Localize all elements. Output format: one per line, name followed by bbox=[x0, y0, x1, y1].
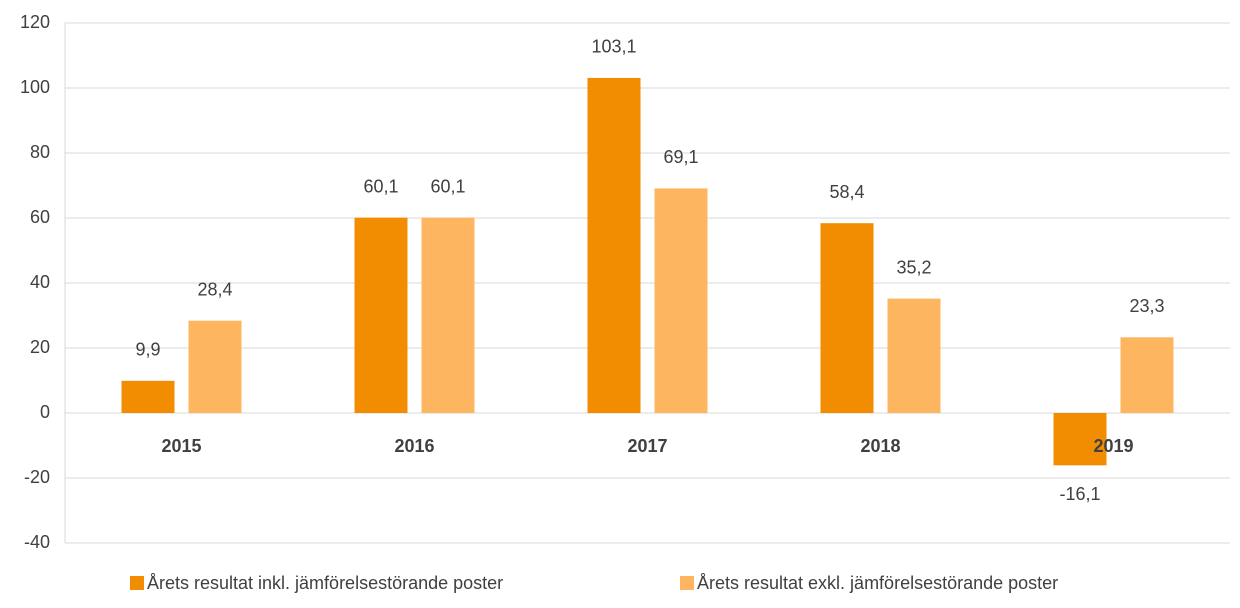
data-label: 35,2 bbox=[896, 257, 931, 277]
x-tick-label: 2018 bbox=[860, 436, 900, 456]
data-label: -16,1 bbox=[1059, 484, 1100, 504]
x-tick-label: 2015 bbox=[161, 436, 201, 456]
legend-label: Årets resultat exkl. jämförelsestörande … bbox=[697, 573, 1058, 593]
data-label: 28,4 bbox=[197, 279, 232, 299]
x-tick-label: 2019 bbox=[1093, 436, 1133, 456]
bar bbox=[587, 77, 641, 414]
y-tick-label: 100 bbox=[20, 77, 50, 97]
y-tick-label: 40 bbox=[30, 272, 50, 292]
y-tick-label: 80 bbox=[30, 142, 50, 162]
bar bbox=[354, 217, 408, 413]
bar bbox=[421, 217, 475, 413]
data-label: 60,1 bbox=[363, 176, 398, 196]
y-tick-label: -20 bbox=[24, 467, 50, 487]
x-tick-label: 2016 bbox=[394, 436, 434, 456]
bar bbox=[1120, 337, 1174, 413]
bar bbox=[820, 223, 874, 413]
data-label: 60,1 bbox=[430, 176, 465, 196]
legend-swatch bbox=[680, 576, 694, 590]
data-label: 58,4 bbox=[829, 182, 864, 202]
data-label: 103,1 bbox=[591, 37, 636, 57]
data-label: 23,3 bbox=[1129, 296, 1164, 316]
y-tick-label: 20 bbox=[30, 337, 50, 357]
bar bbox=[654, 188, 708, 413]
y-tick-label: 120 bbox=[20, 12, 50, 32]
legend-swatch bbox=[130, 576, 144, 590]
bar bbox=[887, 298, 941, 413]
legend-label: Årets resultat inkl. jämförelsestörande … bbox=[147, 573, 503, 593]
y-tick-label: 0 bbox=[40, 402, 50, 422]
data-label: 9,9 bbox=[135, 340, 160, 360]
bar bbox=[188, 320, 242, 413]
x-tick-label: 2017 bbox=[627, 436, 667, 456]
bar bbox=[1053, 413, 1107, 466]
bar bbox=[121, 380, 175, 413]
data-label: 69,1 bbox=[663, 147, 698, 167]
y-tick-label: -40 bbox=[24, 532, 50, 552]
y-tick-label: 60 bbox=[30, 207, 50, 227]
